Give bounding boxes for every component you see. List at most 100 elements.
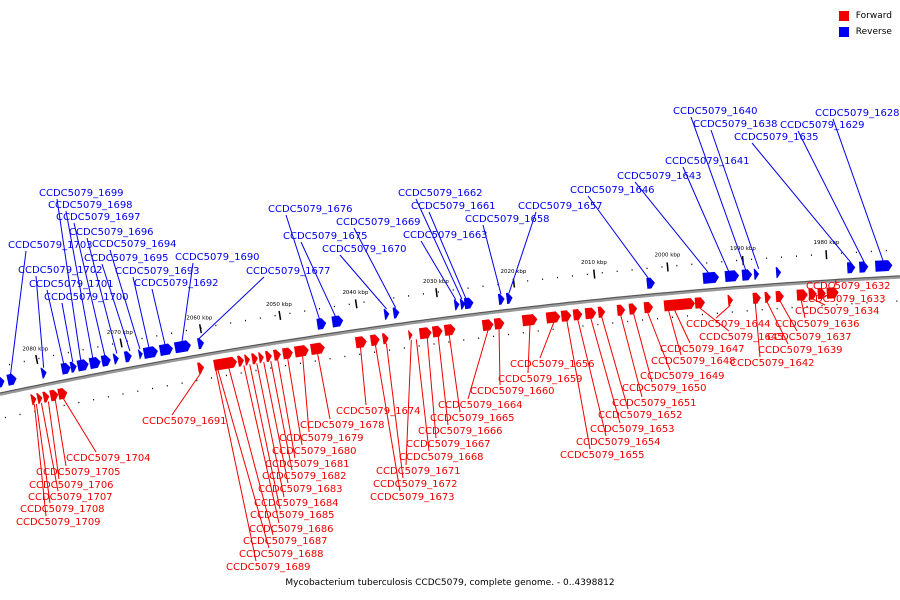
reverse-gene xyxy=(0,376,5,388)
reverse-gene xyxy=(158,343,173,356)
gene-leader-line xyxy=(385,343,404,479)
legend-label-forward: Forward xyxy=(855,11,892,21)
gene-label: CCDC5079_1672 xyxy=(373,479,458,490)
forward-gene xyxy=(493,317,505,330)
gene-leader-line xyxy=(754,303,761,358)
reverse-gene xyxy=(505,292,513,304)
scale-tick xyxy=(825,250,828,260)
gene-label: CCDC5079_1691 xyxy=(142,416,227,427)
forward-gene xyxy=(694,297,705,309)
gene-leader-line xyxy=(73,222,106,356)
gene-leader-line xyxy=(590,318,621,424)
reverse-gene xyxy=(741,269,753,281)
forward-gene xyxy=(244,354,250,366)
forward-gene xyxy=(545,311,561,324)
gene-leader-line xyxy=(47,401,60,480)
gene-leader-line xyxy=(249,364,281,510)
forward-gene xyxy=(381,333,389,345)
forward-gene xyxy=(294,345,309,358)
gene-label: CCDC5079_1641 xyxy=(665,156,750,167)
gene-label: CCDC5079_1633 xyxy=(801,294,886,305)
gene-label: CCDC5079_1640 xyxy=(673,106,758,117)
gene-label: CCDC5079_1682 xyxy=(262,471,347,482)
reverse-gene xyxy=(846,262,856,274)
gene-leader-line xyxy=(171,372,202,416)
gene-label: CCDC5079_1634 xyxy=(795,306,880,317)
gene-leader-line xyxy=(285,214,320,320)
gene-label: CCDC5079_1695 xyxy=(84,253,169,264)
gene-leader-line xyxy=(766,302,789,345)
gene-label: CCDC5079_1706 xyxy=(29,480,114,491)
gene-leader-line xyxy=(812,298,826,306)
gene-leader-line xyxy=(217,369,270,549)
gene-label: CCDC5079_1667 xyxy=(406,439,491,450)
gene-leader-line xyxy=(699,307,730,332)
gene-leader-line xyxy=(302,355,310,433)
scale-tick-label: 2040 kbp xyxy=(342,290,368,296)
gene-label: CCDC5079_1629 xyxy=(780,120,865,131)
reverse-gene xyxy=(76,359,89,372)
reverse-gene xyxy=(197,338,204,350)
reverse-swatch xyxy=(838,27,849,37)
reverse-gene xyxy=(123,351,132,363)
scale-tick-label: 2070 kbp xyxy=(107,330,133,336)
scale-tick-label: 2000 kbp xyxy=(654,253,680,259)
gene-leader-line xyxy=(54,399,67,467)
gene-label: CCDC5079_1676 xyxy=(268,204,353,215)
legend-item-forward: Forward xyxy=(838,9,892,23)
forward-gene xyxy=(265,350,272,363)
gene-label: CCDC5079_1693 xyxy=(115,266,200,277)
forward-gene xyxy=(643,301,654,314)
forward-gene xyxy=(572,309,583,321)
gene-label: CCDC5079_1659 xyxy=(498,374,583,385)
gene-label: CCDC5079_1694 xyxy=(92,239,177,250)
gene-leader-line xyxy=(821,292,832,299)
gene-leader-line xyxy=(101,263,131,352)
gene-label: CCDC5079_1639 xyxy=(758,345,843,356)
gene-leader-line xyxy=(710,129,760,270)
forward-gene xyxy=(36,393,43,404)
gene-leader-line xyxy=(263,362,289,484)
gene-label: CCDC5079_1657 xyxy=(518,201,603,212)
gene-label: CCDC5079_1674 xyxy=(336,406,421,417)
gene-leader-line xyxy=(317,353,331,420)
gene-leader-line xyxy=(830,279,837,299)
forward-gene xyxy=(30,394,37,406)
gene-label: CCDC5079_1654 xyxy=(576,437,661,448)
gene-label: CCDC5079_1677 xyxy=(246,266,331,277)
reverse-gene xyxy=(112,353,119,365)
reverse-gene xyxy=(702,271,719,284)
gene-label: CCDC5079_1702 xyxy=(18,265,103,276)
scale-tick xyxy=(435,288,438,298)
gene-label: CCDC5079_1651 xyxy=(612,398,697,409)
gene-leader-line xyxy=(56,198,82,361)
reverse-gene xyxy=(459,298,466,310)
gene-leader-line xyxy=(587,195,649,279)
reverse-gene xyxy=(100,355,111,367)
scale-tick-label: 2060 kbp xyxy=(186,315,212,321)
reverse-gene xyxy=(875,260,893,272)
gene-label: CCDC5079_1697 xyxy=(56,212,141,223)
forward-gene xyxy=(213,356,237,371)
gene-leader-line xyxy=(634,181,709,274)
forward-gene xyxy=(251,353,258,365)
gene-label: CCDC5079_1704 xyxy=(66,453,151,464)
reverse-gene xyxy=(316,318,327,330)
reverse-gene xyxy=(331,315,344,328)
reverse-gene xyxy=(775,267,782,279)
forward-gene xyxy=(273,349,281,361)
scale-tick xyxy=(198,324,202,334)
gene-label: CCDC5079_1692 xyxy=(134,278,219,289)
forward-gene xyxy=(197,362,205,374)
gene-leader-line xyxy=(181,262,194,342)
reverse-gene xyxy=(60,362,71,375)
gene-leader-line xyxy=(601,316,629,410)
gene-leader-line xyxy=(420,240,457,301)
forward-gene xyxy=(42,391,50,403)
genome-backbone xyxy=(0,275,900,396)
gene-leader-line xyxy=(668,310,682,356)
gene-label: CCDC5079_1707 xyxy=(28,492,113,503)
gene-leader-line xyxy=(428,211,467,299)
gene-label: CCDC5079_1687 xyxy=(243,536,328,547)
